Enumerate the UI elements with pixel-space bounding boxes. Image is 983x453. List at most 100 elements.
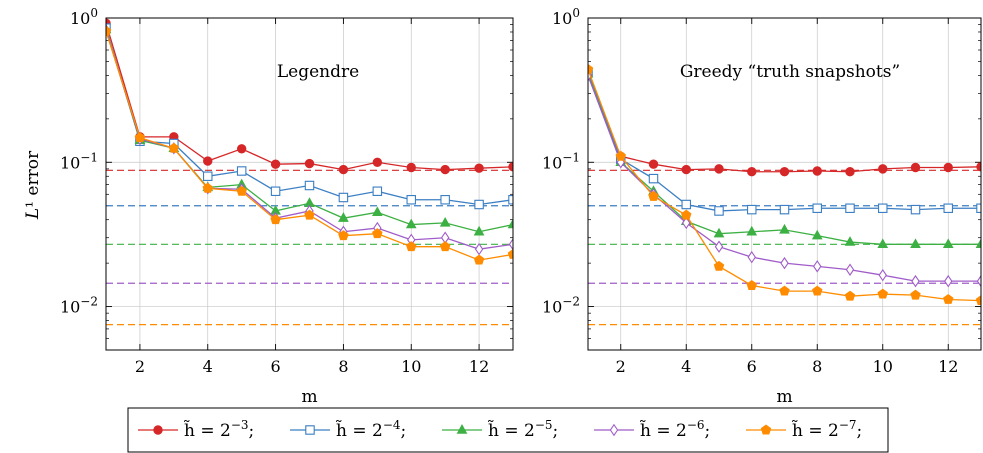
y-tick-label-base: 10 — [552, 9, 572, 28]
series-line-s4 — [588, 72, 981, 212]
y-axis-label-base: L — [23, 208, 43, 220]
point-s4-m13 — [508, 194, 513, 205]
y-tick-label: 100 — [70, 6, 98, 28]
point-s5-m11 — [439, 216, 451, 227]
point-s3-m6 — [747, 167, 757, 177]
y-axis-label-sup: ¹ — [23, 201, 43, 208]
point-s7-m8 — [812, 285, 823, 296]
point-s7-m1 — [106, 25, 112, 36]
legend-item-s7: h̃ = 2−7; — [746, 418, 862, 441]
y-tick-label-base: 10 — [542, 298, 562, 317]
point-s7-m10 — [877, 288, 888, 299]
point-s7-m8 — [338, 230, 349, 241]
legend-label: h̃ = 2−3; — [184, 418, 254, 441]
y-tick-label-exp: −1 — [562, 150, 580, 164]
point-s5-m7 — [779, 223, 790, 234]
point-s3-m12 — [474, 163, 484, 173]
point-s3-m4 — [681, 164, 691, 175]
point-s4-m6 — [747, 204, 757, 215]
series-s6 — [106, 24, 513, 256]
y-axis-label-rest: error — [23, 150, 43, 201]
x-tick-label: 10 — [873, 357, 893, 376]
x-axis-label: m — [776, 387, 792, 407]
legend-item-s4: h̃ = 2−4; — [290, 418, 406, 441]
x-tick-label: 12 — [938, 357, 958, 376]
point-s7-m12 — [943, 293, 954, 304]
y-axis-label: L¹ error — [23, 150, 43, 220]
legend-label-prefix: h̃ = 2 — [792, 420, 839, 441]
point-s5-m12 — [473, 225, 485, 236]
y-tick-label-exp: −1 — [80, 150, 98, 164]
series-s4 — [106, 23, 513, 210]
point-s3-m4 — [203, 156, 213, 166]
point-s7-m1 — [588, 63, 594, 74]
point-s7-m9 — [844, 290, 856, 301]
legend-label-exp: −5 — [535, 418, 553, 432]
point-s3-m6 — [270, 159, 281, 169]
point-s3-m8 — [812, 166, 822, 176]
legend-label: h̃ = 2−4; — [336, 418, 406, 441]
legend-label-exp: −6 — [687, 418, 705, 432]
series-s5 — [588, 67, 981, 249]
x-tick-label: 6 — [747, 357, 757, 376]
point-s6-m13 — [976, 274, 981, 288]
point-s4-m7 — [779, 204, 790, 215]
x-tick-label: 10 — [401, 357, 421, 376]
point-s5-m8 — [811, 229, 823, 240]
y-tick-label: 10−1 — [542, 150, 580, 172]
legend-label-prefix: h̃ = 2 — [184, 420, 231, 441]
point-s7-m12 — [473, 254, 485, 265]
point-s4-m5 — [236, 166, 247, 176]
series-s7 — [106, 25, 513, 265]
series-s4 — [588, 67, 981, 216]
legend-swatch-marker — [760, 424, 772, 435]
point-s7-m10 — [406, 241, 417, 252]
x-tick-label: 8 — [812, 357, 822, 376]
point-s5-m9 — [844, 236, 856, 246]
x-tick-label: 4 — [203, 357, 213, 376]
point-s3-m10 — [878, 164, 888, 174]
point-s5-m13 — [507, 218, 513, 229]
point-s5-m6 — [746, 225, 758, 236]
point-s5-m8 — [338, 212, 349, 222]
x-axis-label: m — [301, 387, 317, 407]
y-tick-label: 100 — [552, 6, 580, 28]
point-s6-m6 — [747, 250, 756, 264]
point-s7-m13 — [507, 248, 513, 259]
y-tick-label: 10−2 — [542, 295, 580, 317]
legend-label: h̃ = 2−5; — [488, 418, 558, 441]
point-s4-m9 — [372, 186, 383, 196]
legend: h̃ = 2−3; h̃ = 2−4; h̃ = 2−5; h̃ = 2−6; h̃ =… — [127, 407, 889, 453]
point-s4-m8 — [812, 203, 822, 214]
x-tick-label: 4 — [681, 357, 691, 376]
legend-swatch-marker — [456, 424, 468, 434]
x-tick-label: 2 — [135, 357, 145, 376]
point-s5-m10 — [405, 218, 417, 229]
point-s7-m5 — [713, 260, 725, 271]
point-s3-m9 — [845, 167, 855, 177]
point-s5-m13 — [975, 238, 981, 249]
point-s7-m4 — [202, 182, 213, 193]
point-s6-m12 — [474, 242, 484, 256]
legend-label-exp: −3 — [231, 418, 249, 432]
point-s6-m8 — [813, 260, 822, 273]
legend-label-suffix: ; — [553, 421, 559, 441]
point-s3-m11 — [440, 164, 450, 175]
point-s7-m3 — [648, 190, 659, 201]
point-s3-m13 — [976, 162, 981, 172]
point-s5-m9 — [371, 206, 383, 217]
point-s3-m10 — [406, 162, 416, 173]
series-group — [106, 18, 513, 265]
y-tick-label-base: 10 — [60, 153, 80, 172]
series-line-s5 — [588, 73, 981, 245]
point-s3-m5 — [236, 144, 247, 154]
point-s4-m11 — [910, 204, 921, 215]
series-s6 — [588, 69, 981, 288]
reference-lines — [106, 169, 513, 326]
legend-label-prefix: h̃ = 2 — [488, 420, 535, 441]
point-s4-m6 — [270, 186, 281, 196]
point-s3-m8 — [338, 164, 349, 175]
